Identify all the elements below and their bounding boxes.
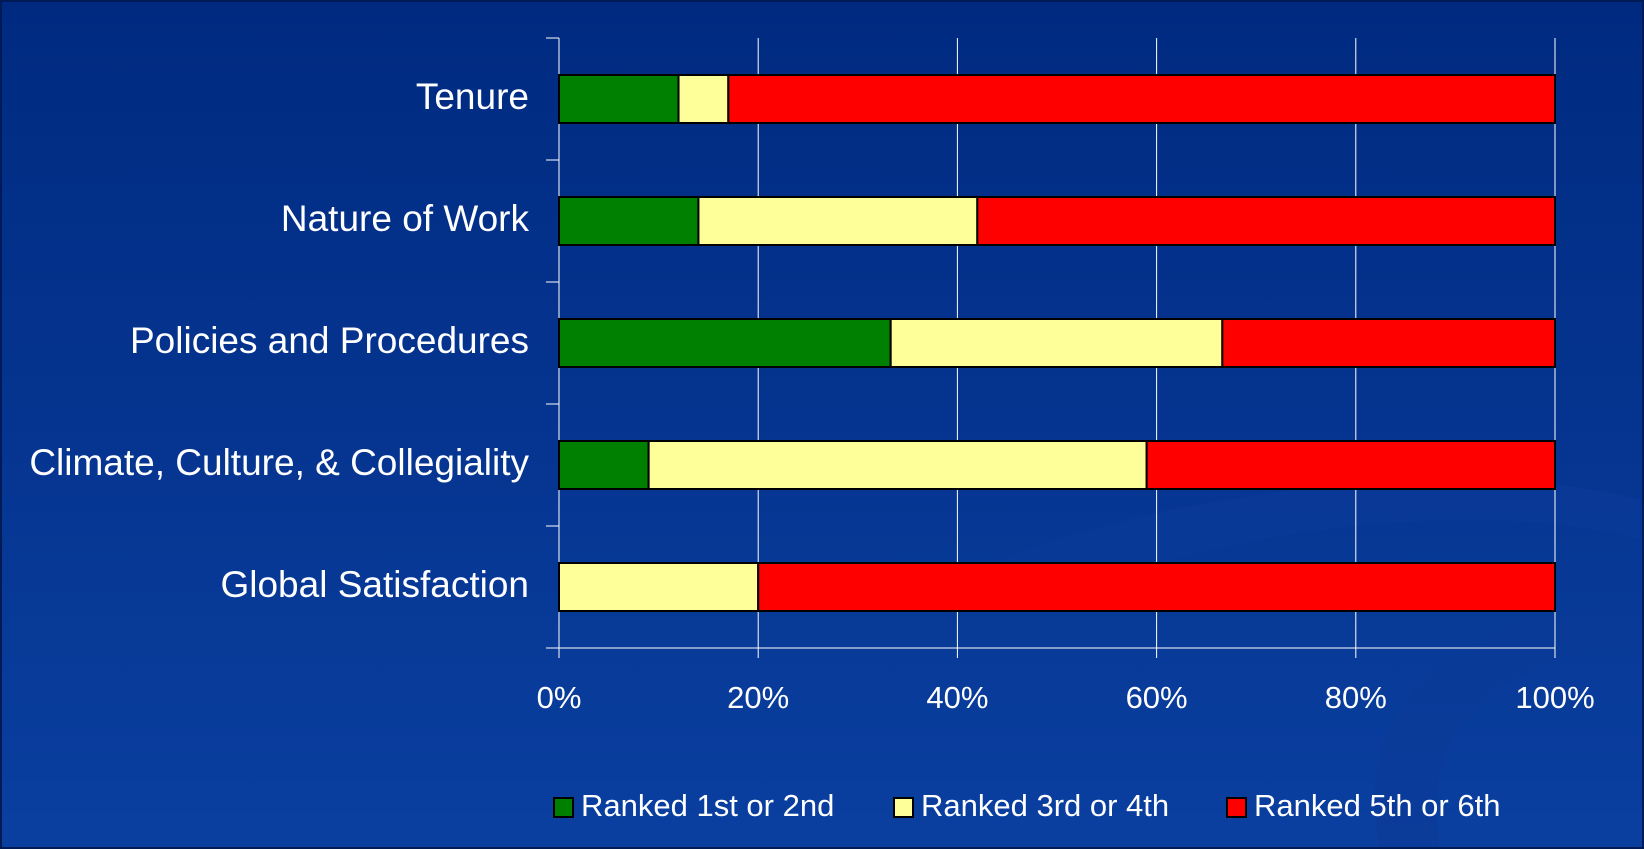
decoration bbox=[1374, 600, 1644, 849]
bar-segment bbox=[889, 318, 1224, 368]
bar-segment bbox=[1145, 440, 1556, 490]
bar-segment bbox=[558, 74, 680, 124]
bar-segment bbox=[647, 440, 1148, 490]
bar-segment bbox=[558, 562, 760, 612]
x-tick-label: 0% bbox=[537, 680, 582, 715]
legend-swatch bbox=[553, 797, 574, 818]
bar-segment bbox=[757, 562, 1556, 612]
bar-segment bbox=[558, 196, 700, 246]
decoration bbox=[1000, 480, 1640, 600]
legend-swatch bbox=[893, 797, 914, 818]
legend-label: Ranked 1st or 2nd bbox=[581, 788, 834, 823]
bar-segment bbox=[976, 196, 1556, 246]
y-tick-label: Climate, Culture, & Collegiality bbox=[29, 442, 529, 483]
legend-swatch bbox=[1226, 797, 1247, 818]
bar-segment bbox=[727, 74, 1556, 124]
bar-segment bbox=[558, 440, 650, 490]
y-tick-label: Global Satisfaction bbox=[220, 564, 529, 605]
x-tick-label: 40% bbox=[926, 680, 988, 715]
bar-segment bbox=[1221, 318, 1557, 368]
x-tick-label: 100% bbox=[1515, 680, 1594, 715]
y-tick-label: Nature of Work bbox=[281, 198, 530, 239]
x-tick-label: 80% bbox=[1325, 680, 1387, 715]
x-tick-label: 60% bbox=[1126, 680, 1188, 715]
y-tick-label: Policies and Procedures bbox=[130, 320, 529, 361]
bar-segment bbox=[558, 318, 892, 368]
bar-segment bbox=[677, 74, 730, 124]
legend-label: Ranked 3rd or 4th bbox=[921, 788, 1169, 823]
y-tick-label: Tenure bbox=[416, 76, 529, 117]
legend-label: Ranked 5th or 6th bbox=[1254, 788, 1500, 823]
bar-segment bbox=[697, 196, 979, 246]
x-tick-label: 20% bbox=[727, 680, 789, 715]
